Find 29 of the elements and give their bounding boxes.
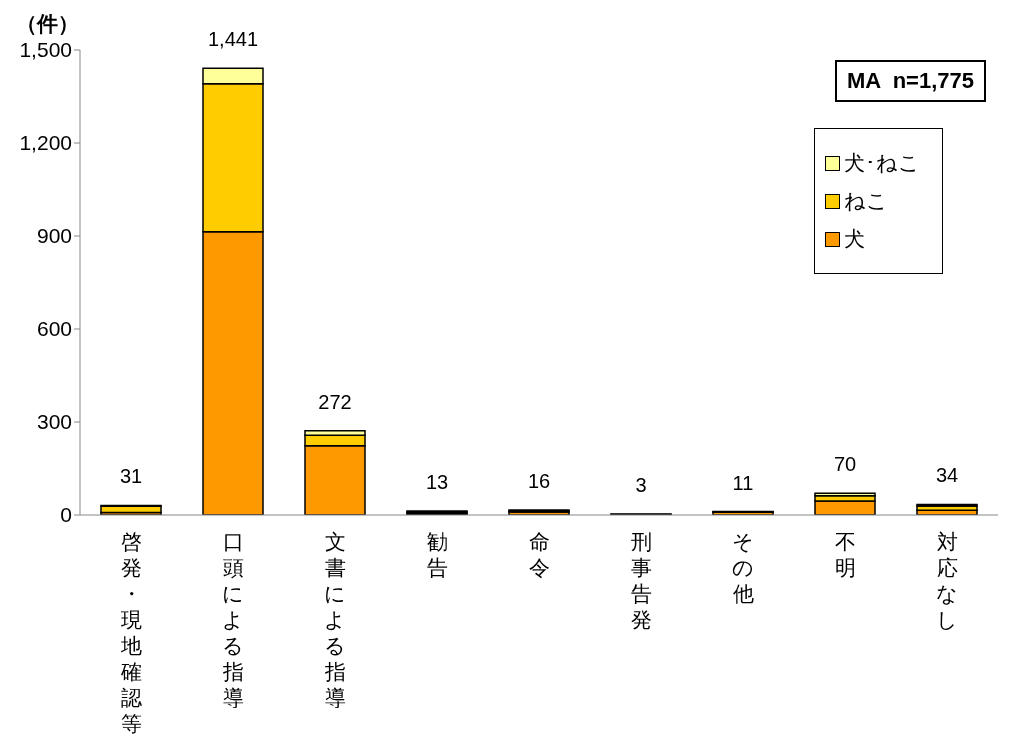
x-tick-label: 不明: [834, 530, 856, 579]
x-tick-label: 文書による指導: [323, 530, 346, 709]
x-tick-label: 勧告: [426, 530, 448, 579]
y-tick-label: 1,500: [19, 38, 72, 62]
legend-label: 犬: [844, 226, 865, 252]
total-label: 13: [425, 470, 449, 493]
total-label: 16: [527, 470, 551, 493]
annotation: MA n=1,775: [835, 60, 986, 102]
y-tick-label: 1,200: [19, 131, 72, 155]
y-tick-label: 900: [36, 224, 72, 248]
x-tick-label: 口頭による指導: [221, 530, 244, 709]
total-label: 70: [833, 453, 857, 476]
y-tick-label: 0: [60, 503, 72, 527]
legend-label: 犬･ねこ: [844, 150, 920, 176]
x-tick-label: 啓発・現地確認等: [119, 530, 142, 735]
total-label: 34: [935, 464, 959, 487]
legend-label: ねこ: [844, 188, 888, 214]
x-tick-label: 命令: [528, 530, 550, 579]
y-tick-label: 300: [36, 410, 72, 434]
total-label: 1,441: [207, 28, 259, 51]
x-tick-label: その他: [732, 530, 754, 605]
total-label: 3: [635, 474, 647, 497]
total-label: 31: [119, 465, 143, 488]
x-tick-label: 対応なし: [936, 530, 958, 631]
total-label: 272: [318, 390, 352, 413]
total-label: 11: [732, 471, 754, 494]
y-tick-label: 600: [36, 317, 72, 341]
x-tick-label: 刑事告発: [630, 530, 652, 631]
y-axis-title: （件）: [16, 11, 79, 37]
